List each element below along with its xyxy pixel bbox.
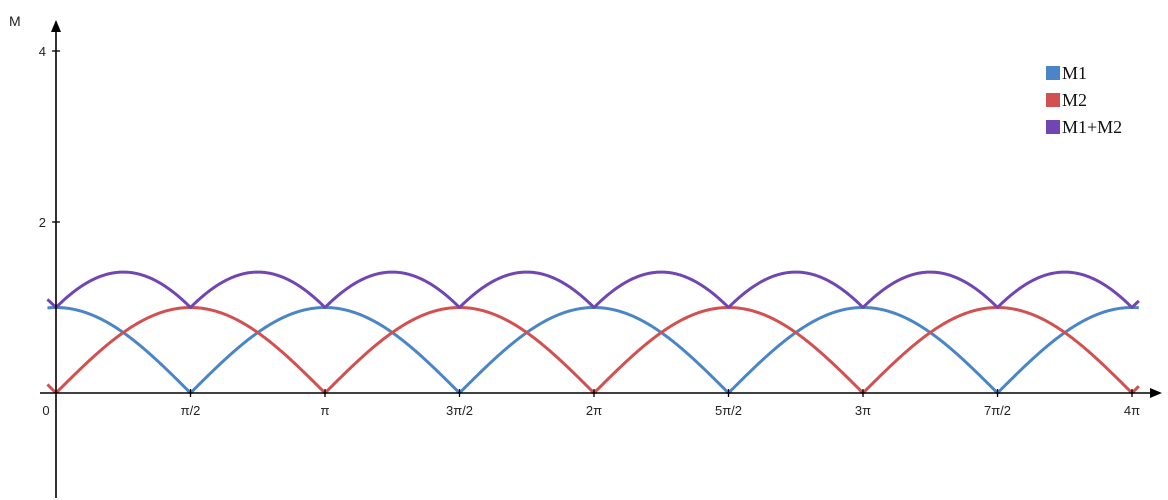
x-ticks: 0 π/2 π 3π/2 2π 5π/2 3π 7π/2 4π xyxy=(42,389,1140,418)
x-tick-label: 3π/2 xyxy=(446,403,473,418)
legend-swatch xyxy=(1046,120,1060,134)
series-line-m1-plus-m2 xyxy=(46,270,1140,309)
x-tick-label: π xyxy=(321,403,330,418)
legend-label: M1 xyxy=(1062,63,1087,83)
series-line-m2 xyxy=(46,306,1140,395)
y-axis-label: M xyxy=(9,13,21,29)
x-tick-label: π/2 xyxy=(181,403,201,418)
plot-area xyxy=(46,270,1140,395)
x-tick-label: 0 xyxy=(42,403,49,418)
y-tick-label: 4 xyxy=(39,44,46,59)
x-tick-label: 3π xyxy=(855,403,871,418)
y-tick-label: 2 xyxy=(39,215,46,230)
x-tick-label: 4π xyxy=(1124,403,1140,418)
legend-label: M2 xyxy=(1062,90,1087,110)
x-axis-arrow xyxy=(1150,388,1162,398)
legend-swatch xyxy=(1046,93,1060,107)
axes: M xyxy=(9,13,1162,498)
y-ticks: 24 xyxy=(39,44,60,230)
x-tick-label: 7π/2 xyxy=(984,403,1011,418)
y-axis-arrow xyxy=(51,20,61,32)
legend-swatch xyxy=(1046,66,1060,80)
series-line-m1 xyxy=(46,306,1140,395)
legend-label: M1+M2 xyxy=(1062,117,1122,137)
x-tick-label: 5π/2 xyxy=(715,403,742,418)
legend: M1 M2 M1+M2 xyxy=(1046,63,1122,137)
x-tick-label: 2π xyxy=(586,403,602,418)
